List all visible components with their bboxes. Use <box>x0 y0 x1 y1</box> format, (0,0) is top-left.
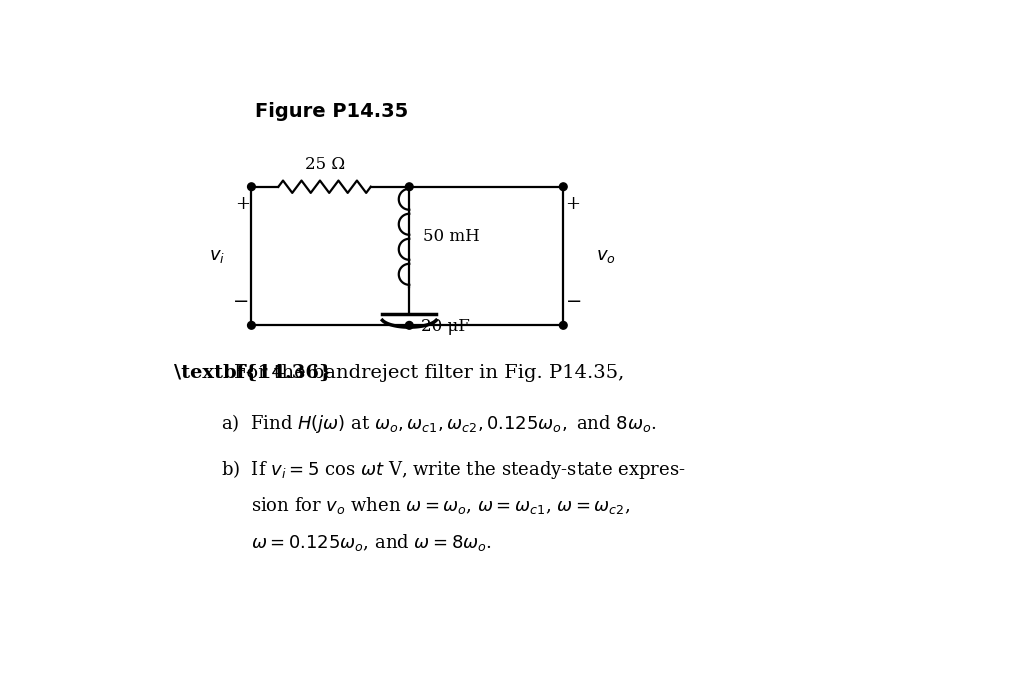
Text: sion for $v_o$ when $\omega = \omega_o$, $\omega = \omega_{c1}$, $\omega = \omeg: sion for $v_o$ when $\omega = \omega_o$,… <box>252 495 631 516</box>
Circle shape <box>405 183 413 191</box>
Text: 25 Ω: 25 Ω <box>305 156 345 173</box>
Text: +: + <box>235 195 250 213</box>
Text: Figure P14.35: Figure P14.35 <box>255 102 408 121</box>
Text: a)  Find $H(j\omega)$ at $\omega_o, \omega_{c1}, \omega_{c2}, 0.125\omega_o,$ an: a) Find $H(j\omega)$ at $\omega_o, \omeg… <box>221 412 656 435</box>
Circle shape <box>559 322 567 329</box>
Text: 20 μF: 20 μF <box>421 318 469 334</box>
Text: b)  If $v_i = 5$ cos $\omega t$ V, write the steady-state expres-: b) If $v_i = 5$ cos $\omega t$ V, write … <box>221 458 685 481</box>
Text: $v_o$: $v_o$ <box>596 247 615 265</box>
Circle shape <box>559 183 567 191</box>
Text: +: + <box>565 195 580 213</box>
Text: −: − <box>566 293 582 311</box>
Text: \textbf{14.36}: \textbf{14.36} <box>174 364 333 382</box>
Circle shape <box>248 322 255 329</box>
Text: 50 mH: 50 mH <box>423 228 480 245</box>
Circle shape <box>405 322 413 329</box>
Text: $v_i$: $v_i$ <box>208 247 225 265</box>
Circle shape <box>248 183 255 191</box>
Text: −: − <box>232 293 249 311</box>
Text: $\omega = 0.125\omega_o$, and $\omega = 8\omega_o$.: $\omega = 0.125\omega_o$, and $\omega = … <box>252 531 492 552</box>
Text: For the bandreject filter in Fig. P14.35,: For the bandreject filter in Fig. P14.35… <box>234 364 625 382</box>
